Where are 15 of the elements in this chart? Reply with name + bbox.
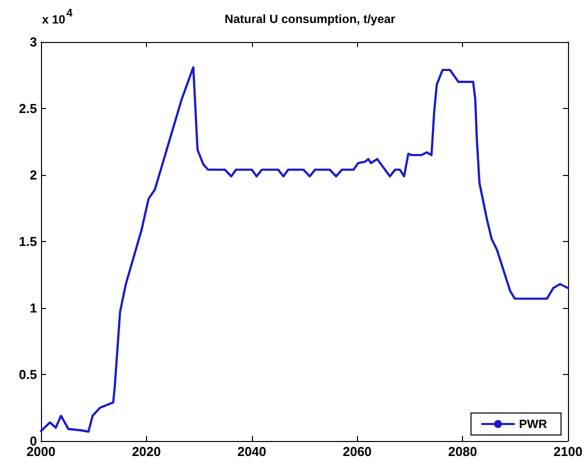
y-tick-label: 0.5: [18, 367, 37, 382]
x-tick-label: 2060: [342, 444, 372, 459]
y-tick-label: 2: [30, 168, 37, 182]
line-series: [40, 66, 570, 433]
x-tick-label: 2040: [237, 444, 266, 459]
x-tick-label: 2020: [132, 444, 161, 459]
text: x 104: [42, 8, 74, 26]
y-tick-label: 2.5: [18, 101, 37, 116]
y-tick-label: 1: [30, 300, 37, 316]
legend-label: PWR: [519, 417, 548, 431]
x-tick-label: 2100: [554, 444, 582, 459]
x-tick-label: 2080: [448, 444, 478, 459]
y-tick-label: 1.5: [18, 234, 37, 249]
chart-title: Natural U consumption, t/year: [224, 12, 396, 26]
y-tick-label: 3: [30, 34, 37, 50]
